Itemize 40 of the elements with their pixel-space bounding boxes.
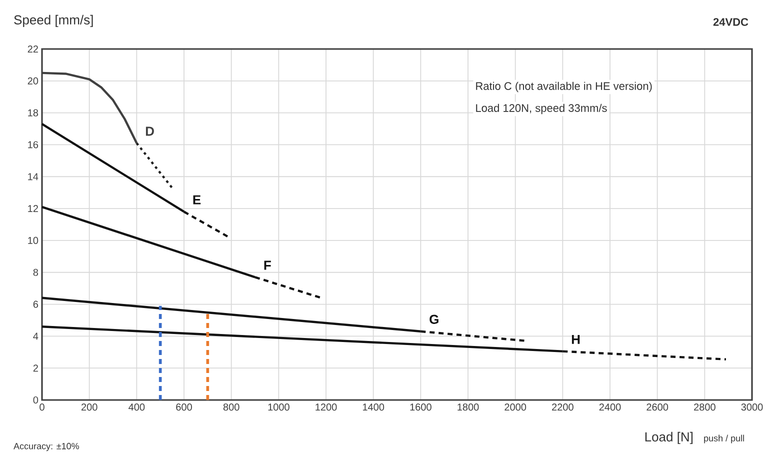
y-tick-label: 6 — [33, 300, 38, 308]
y-tick-label: 8 — [33, 268, 38, 276]
series-label: D — [146, 126, 154, 136]
y-tick-label: 14 — [28, 173, 38, 180]
y-axis-title: Speed [mm/s] — [14, 14, 93, 28]
annotation: Load 120N, speed 33mm/s — [476, 104, 607, 114]
x-tick-label: 800 — [223, 404, 240, 411]
text: Accuracy: ±10% — [14, 442, 80, 452]
x-tick-label: 1200 — [316, 404, 337, 411]
series-label: H — [572, 334, 580, 344]
x-tick-label: 2400 — [599, 404, 621, 411]
text: 24VDC — [713, 18, 748, 26]
y-tick-label: 18 — [28, 109, 38, 116]
y-tick-label: 20 — [28, 77, 38, 84]
x-tick-label: 200 — [81, 404, 98, 411]
y-tick-label: 0 — [33, 396, 38, 404]
series-label: F — [264, 260, 271, 270]
y-tick-label: 2 — [33, 364, 38, 372]
x-tick-label: 1600 — [410, 404, 432, 411]
annotation: Ratio C (not available in HE version) — [476, 82, 652, 92]
x-tick-label: 0 — [40, 404, 44, 411]
series-label: G — [430, 314, 438, 324]
y-tick-label: 4 — [33, 332, 38, 340]
x-tick-label: 2600 — [646, 404, 668, 411]
x-tick-label: 1400 — [362, 404, 384, 411]
x-tick-label: 1800 — [458, 404, 479, 411]
x-tick-label: 2000 — [504, 404, 526, 411]
x-tick-label: 3000 — [741, 404, 763, 411]
y-tick-label: 12 — [28, 205, 38, 212]
x-tick-label: 2800 — [694, 404, 716, 411]
x-axis-title: Load [N] — [645, 432, 693, 444]
text: push / pull — [704, 434, 744, 444]
x-tick-label: 2200 — [552, 404, 574, 411]
x-tick-label: 1000 — [268, 404, 290, 411]
x-tick-label: 600 — [176, 404, 192, 411]
series-label: E — [193, 195, 201, 204]
y-tick-label: 10 — [28, 236, 38, 244]
x-tick-label: 400 — [128, 404, 145, 411]
y-tick-label: 16 — [28, 141, 38, 148]
y-tick-label: 22 — [28, 46, 38, 52]
